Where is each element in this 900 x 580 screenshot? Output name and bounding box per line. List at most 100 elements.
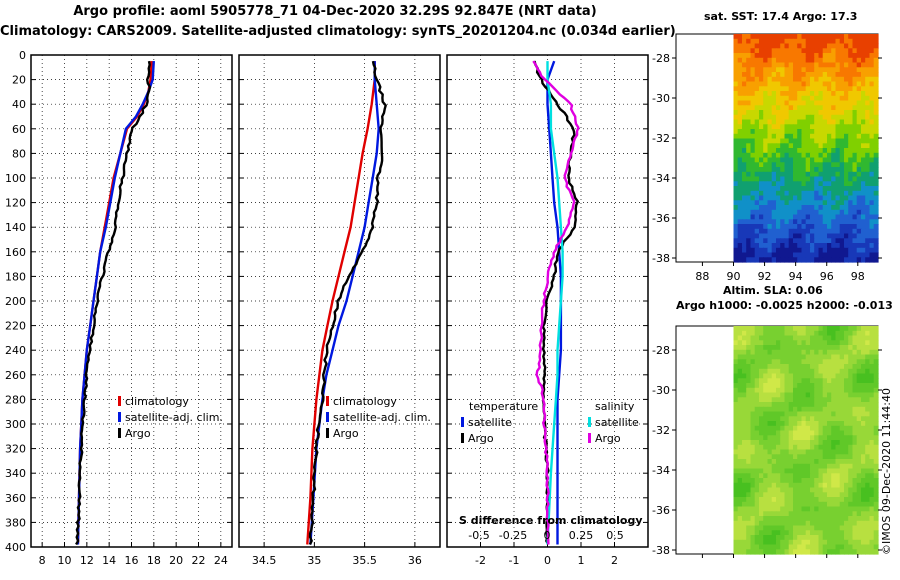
sla-cell xyxy=(793,392,798,398)
sla-cell xyxy=(814,511,820,517)
sla-cell xyxy=(856,440,862,446)
sla-cell xyxy=(818,402,824,408)
sla-cell xyxy=(844,487,849,493)
sst-cell xyxy=(750,57,756,64)
sla-cell xyxy=(746,430,752,436)
legend-label-satellite: satellite-adj. clim. xyxy=(333,411,431,424)
sst-cell xyxy=(737,38,743,45)
sst-cell xyxy=(835,119,841,125)
sla-cell xyxy=(844,378,849,384)
sst-cell xyxy=(750,138,756,144)
sst-cell xyxy=(767,200,773,206)
sla-cell xyxy=(869,411,875,417)
sst-cell xyxy=(763,195,769,201)
sla-cell xyxy=(822,539,828,546)
sst-cell xyxy=(788,186,794,192)
sst-cell xyxy=(844,57,849,64)
sla-cell xyxy=(869,383,875,389)
sla-cell xyxy=(805,482,811,489)
sst-cell xyxy=(746,53,752,59)
sst-cell xyxy=(780,195,786,201)
sst-cell xyxy=(733,133,739,140)
sst-cell xyxy=(861,181,866,187)
legend-swatch-satellite xyxy=(118,412,121,422)
sla-cell xyxy=(776,330,781,337)
sst-cell xyxy=(805,219,811,225)
sla-cell xyxy=(742,539,747,546)
sla-cell xyxy=(788,482,794,489)
sla-cell xyxy=(742,459,747,465)
sst-cell xyxy=(784,57,790,64)
sst-cell xyxy=(793,181,798,187)
sst-cell xyxy=(869,171,875,178)
sst-cell xyxy=(865,110,871,116)
sst-cell xyxy=(767,95,773,102)
sla-cell xyxy=(822,397,828,403)
sst-cell xyxy=(805,43,811,49)
sst-cell xyxy=(852,257,858,263)
sla-cell xyxy=(780,520,786,527)
sst-cell xyxy=(839,233,845,239)
sst-cell xyxy=(754,171,760,178)
sst-cell xyxy=(873,67,879,73)
sla-cell xyxy=(776,416,781,422)
sst-cell xyxy=(742,214,747,220)
sla-cell xyxy=(737,373,743,379)
sst-cell xyxy=(793,233,798,239)
sst-cell xyxy=(861,105,866,111)
sst-cell xyxy=(818,43,824,49)
sst-cell xyxy=(835,167,841,173)
sla-cell xyxy=(793,478,798,484)
sst-cell xyxy=(788,53,794,59)
sla-cell xyxy=(844,511,849,517)
sst-cell xyxy=(737,209,743,216)
sst-map-cells xyxy=(733,34,879,263)
sst-cell xyxy=(861,57,866,64)
sst-cell xyxy=(839,186,845,192)
sla-cell xyxy=(759,473,764,479)
sla-cell xyxy=(784,425,790,432)
depth-tick-label: 400 xyxy=(5,541,26,554)
sst-cell xyxy=(784,162,790,168)
sla-cell xyxy=(771,421,777,427)
sla-cell xyxy=(763,387,769,394)
sst-cell xyxy=(742,200,747,206)
sla-cell xyxy=(797,330,803,337)
sst-cell xyxy=(797,233,803,239)
sla-cell xyxy=(856,335,862,341)
sla-cell xyxy=(861,378,866,384)
sst-cell xyxy=(737,43,743,49)
sla-cell xyxy=(818,544,824,550)
map-y-tick-label: -36 xyxy=(652,212,670,225)
sla-cell xyxy=(805,354,811,360)
sst-cell xyxy=(763,91,769,97)
sla-cell xyxy=(801,435,807,441)
sst-cell xyxy=(801,205,807,211)
sst-cell xyxy=(767,34,773,40)
sla-cell xyxy=(818,482,824,489)
sla-cell xyxy=(810,397,815,403)
sla-cell xyxy=(750,430,756,436)
sst-cell xyxy=(737,67,743,73)
sla-cell xyxy=(873,359,879,365)
sla-cell xyxy=(831,345,837,351)
sst-cell xyxy=(801,152,807,159)
sst-cell xyxy=(873,219,879,225)
sst-cell xyxy=(737,186,743,192)
sla-cell xyxy=(873,454,879,460)
sst-cell xyxy=(767,110,773,116)
sla-cell xyxy=(831,440,837,446)
sla-cell xyxy=(831,516,837,522)
depth-tick-label: 360 xyxy=(5,492,26,505)
sst-cell xyxy=(737,162,743,168)
sst-cell xyxy=(873,72,879,78)
sla-cell xyxy=(835,544,841,550)
sla-cell xyxy=(746,406,752,413)
sst-cell xyxy=(742,133,747,140)
sla-cell xyxy=(831,406,837,413)
sla-cell xyxy=(780,549,786,555)
sla-cell xyxy=(856,454,862,460)
sla-cell xyxy=(742,326,747,332)
sst-cell xyxy=(814,219,820,225)
sst-cell xyxy=(865,200,871,206)
